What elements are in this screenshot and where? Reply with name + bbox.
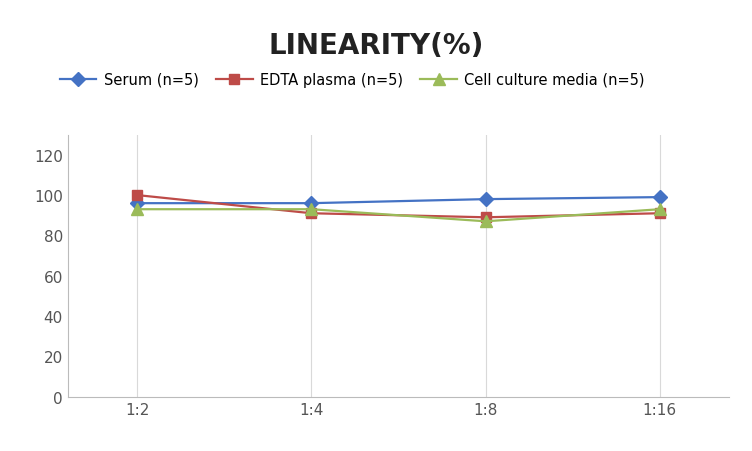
Serum (n=5) xyxy=(481,197,490,202)
EDTA plasma (n=5) xyxy=(307,211,316,216)
Line: EDTA plasma (n=5): EDTA plasma (n=5) xyxy=(132,191,665,223)
EDTA plasma (n=5) xyxy=(481,215,490,221)
Serum (n=5) xyxy=(655,195,664,200)
Serum (n=5) xyxy=(307,201,316,207)
Legend: Serum (n=5), EDTA plasma (n=5), Cell culture media (n=5): Serum (n=5), EDTA plasma (n=5), Cell cul… xyxy=(60,73,644,87)
EDTA plasma (n=5) xyxy=(133,193,142,198)
Serum (n=5) xyxy=(133,201,142,207)
Line: Serum (n=5): Serum (n=5) xyxy=(132,193,665,208)
Cell culture media (n=5) xyxy=(133,207,142,212)
Line: Cell culture media (n=5): Cell culture media (n=5) xyxy=(132,204,666,227)
Cell culture media (n=5) xyxy=(481,219,490,225)
Cell culture media (n=5) xyxy=(655,207,664,212)
EDTA plasma (n=5) xyxy=(655,211,664,216)
Cell culture media (n=5) xyxy=(307,207,316,212)
Text: LINEARITY(%): LINEARITY(%) xyxy=(268,32,484,60)
